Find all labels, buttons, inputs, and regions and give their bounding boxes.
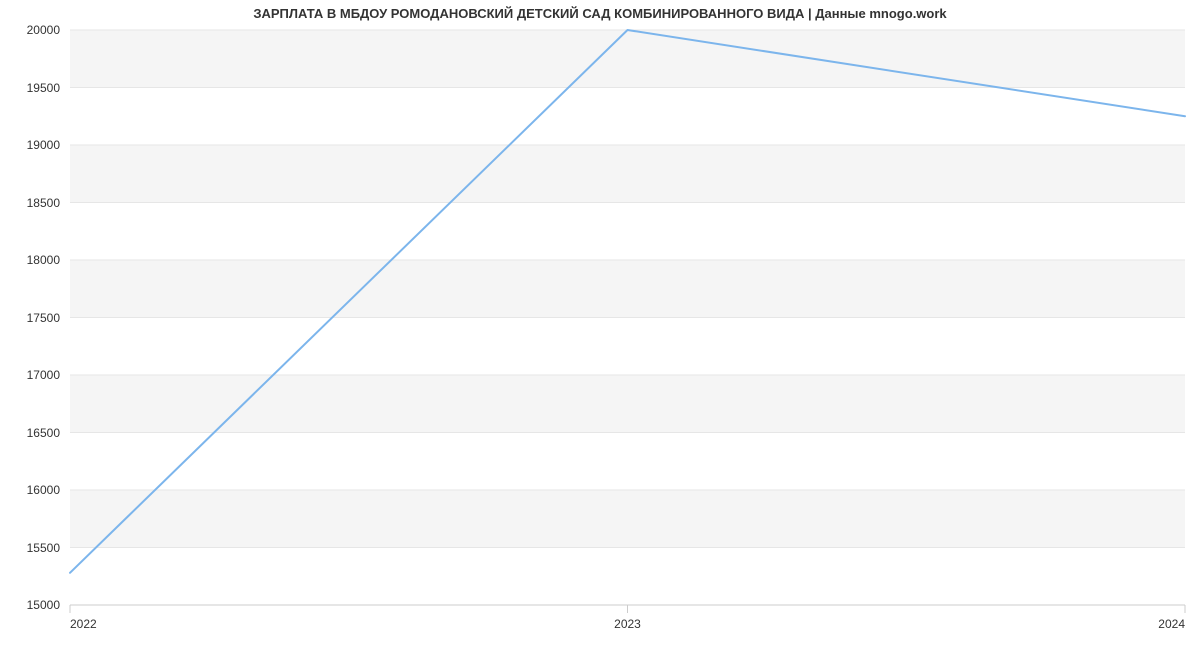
- y-tick-label: 16500: [0, 426, 60, 440]
- y-tick-label: 17000: [0, 368, 60, 382]
- y-tick-label: 20000: [0, 23, 60, 37]
- y-tick-label: 15500: [0, 541, 60, 555]
- x-tick-label: 2024: [1158, 617, 1185, 631]
- y-tick-label: 17500: [0, 311, 60, 325]
- y-tick-label: 19500: [0, 81, 60, 95]
- y-tick-label: 18500: [0, 196, 60, 210]
- x-tick-label: 2022: [70, 617, 97, 631]
- y-tick-label: 18000: [0, 253, 60, 267]
- salary-line-chart: ЗАРПЛАТА В МБДОУ РОМОДАНОВСКИЙ ДЕТСКИЙ С…: [0, 0, 1200, 650]
- y-tick-label: 15000: [0, 598, 60, 612]
- y-tick-label: 19000: [0, 138, 60, 152]
- x-tick-label: 2023: [614, 617, 641, 631]
- chart-svg: [0, 0, 1200, 650]
- y-tick-label: 16000: [0, 483, 60, 497]
